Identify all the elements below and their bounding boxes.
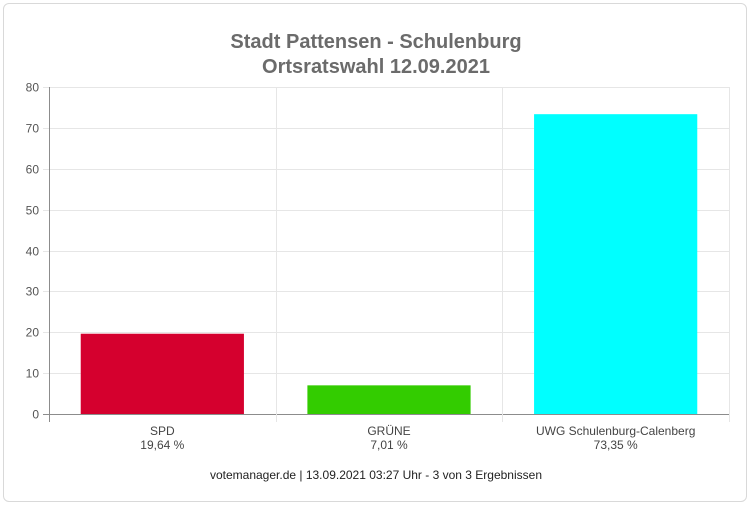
chart-footer: votemanager.de | 13.09.2021 03:27 Uhr - … bbox=[209, 468, 542, 482]
bar bbox=[534, 114, 698, 414]
x-tick-label: UWG Schulenburg-Calenberg bbox=[536, 424, 695, 438]
y-tick-label: 70 bbox=[26, 122, 40, 136]
bar bbox=[307, 385, 471, 414]
x-tick-label: GRÜNE bbox=[367, 424, 410, 438]
y-tick-label: 10 bbox=[26, 367, 40, 381]
y-tick-label: 30 bbox=[26, 285, 40, 299]
y-tick-label: 60 bbox=[26, 163, 40, 177]
bar-value-label: 7,01 % bbox=[370, 438, 408, 452]
x-tick-label: SPD bbox=[150, 424, 175, 438]
chart-title: Stadt Pattensen - Schulenburg bbox=[230, 31, 522, 53]
y-tick-label: 20 bbox=[26, 326, 40, 340]
y-tick-label: 80 bbox=[26, 81, 40, 95]
y-tick-label: 40 bbox=[26, 245, 40, 259]
y-tick-label: 50 bbox=[26, 204, 40, 218]
chart-subtitle: Ortsratswahl 12.09.2021 bbox=[262, 56, 490, 78]
bar-value-label: 19,64 % bbox=[140, 438, 184, 452]
y-tick-label: 0 bbox=[32, 408, 39, 422]
bar-value-label: 73,35 % bbox=[594, 438, 638, 452]
bar bbox=[80, 333, 244, 414]
